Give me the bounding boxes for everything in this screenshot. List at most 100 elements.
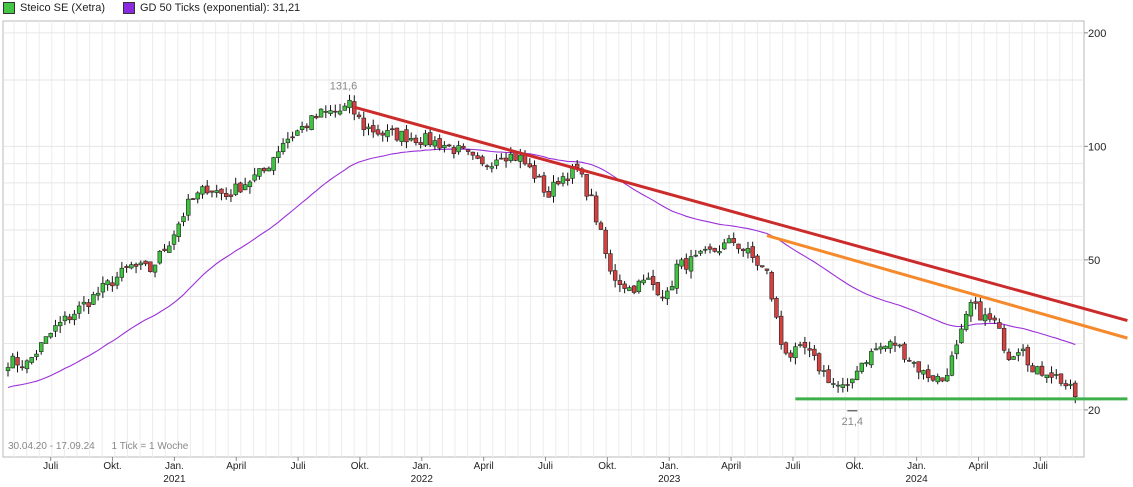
candle: [276, 145, 281, 164]
candle-body-up: [636, 280, 642, 292]
candle: [1020, 344, 1026, 357]
candle: [769, 270, 774, 302]
legend-label-price: Steico SE (Xetra): [20, 2, 105, 14]
candle: [124, 264, 129, 273]
annotation-high: 131,6: [330, 80, 358, 92]
candle-body-down: [404, 129, 409, 143]
candle-body-down: [973, 301, 978, 304]
candle-body-down: [769, 272, 774, 300]
candle: [290, 131, 295, 142]
candle: [390, 125, 395, 136]
x-year-label: 2024: [906, 474, 929, 485]
candle: [864, 360, 869, 367]
candle: [67, 313, 72, 324]
candle-body-down: [484, 165, 490, 168]
candle-body-down: [361, 117, 366, 130]
candle-body-up: [1016, 352, 1021, 356]
candle-body-down: [802, 342, 808, 348]
candle-body-down: [926, 369, 931, 379]
candle-body-down: [223, 193, 229, 197]
candle: [408, 132, 414, 142]
candle: [608, 249, 613, 275]
candle: [399, 130, 404, 146]
candle: [1025, 344, 1031, 372]
candle-body-down: [110, 282, 115, 287]
candle-body-down: [394, 127, 400, 141]
x-tick-label: Okt.: [598, 461, 616, 472]
candle: [897, 343, 902, 349]
candle-body-up: [494, 159, 499, 166]
candle-body-up: [646, 277, 651, 280]
candle-body-up: [53, 325, 58, 332]
candle: [394, 127, 400, 142]
candle-body-up: [878, 346, 883, 350]
candle: [997, 318, 1002, 329]
x-tick-label: Juli: [785, 461, 800, 472]
candle: [205, 180, 210, 195]
annotation-low: 21,4: [842, 416, 863, 428]
candle-body-up: [171, 234, 177, 245]
candle: [679, 257, 684, 270]
candle: [631, 285, 637, 295]
x-tick-label: April: [721, 461, 741, 472]
candle-body-down: [764, 268, 770, 271]
candle: [717, 245, 722, 256]
candle: [43, 336, 49, 344]
candle-body-up: [57, 321, 63, 327]
candle: [247, 180, 253, 194]
candle: [944, 368, 950, 383]
candle: [821, 364, 827, 377]
candle: [280, 138, 286, 155]
candle: [57, 316, 63, 334]
candle-body-up: [968, 302, 974, 317]
candle-body-down: [461, 145, 466, 149]
candle: [669, 280, 675, 291]
candle-body-up: [81, 301, 87, 305]
candle-body-down: [608, 253, 613, 272]
candle-body-up: [252, 174, 257, 181]
candle: [688, 249, 694, 279]
candle: [907, 357, 912, 362]
candle-body-down: [1025, 347, 1031, 366]
candle-body-down: [712, 248, 717, 252]
candle: [949, 351, 955, 377]
candle: [304, 123, 310, 132]
candle: [81, 296, 87, 312]
candle: [797, 341, 803, 348]
candle-body-up: [722, 242, 727, 250]
candle-body-down: [807, 348, 812, 351]
candle-body-down: [470, 151, 476, 156]
candle: [850, 378, 855, 389]
candle-body-down: [148, 261, 153, 272]
candle-body-down: [499, 157, 504, 160]
candle: [930, 375, 936, 383]
candle-body-up: [105, 280, 110, 286]
candle-body-down: [375, 129, 381, 135]
candle-body-down: [20, 366, 25, 369]
candle: [152, 264, 158, 278]
candle-body-down: [987, 313, 993, 320]
candle: [750, 241, 755, 263]
x-tick-label: Juli: [1033, 461, 1048, 472]
candle-body-down: [788, 352, 793, 358]
candle-body-down: [451, 147, 457, 154]
candle: [854, 366, 860, 381]
candle-body-up: [214, 190, 219, 193]
candle: [10, 353, 15, 369]
candle: [404, 125, 409, 149]
candle-body-up: [693, 254, 698, 257]
candle: [427, 126, 433, 148]
candle: [617, 274, 623, 293]
candle: [167, 241, 172, 253]
candle-body-down: [304, 125, 310, 129]
candle-body-down: [541, 175, 547, 193]
candle: [480, 154, 485, 167]
candle: [371, 119, 376, 138]
candle: [916, 361, 921, 380]
candle: [684, 253, 689, 275]
candle: [261, 167, 267, 174]
candle-body-up: [888, 341, 893, 349]
candle: [541, 171, 547, 197]
candle: [584, 174, 589, 201]
candle: [793, 342, 798, 365]
